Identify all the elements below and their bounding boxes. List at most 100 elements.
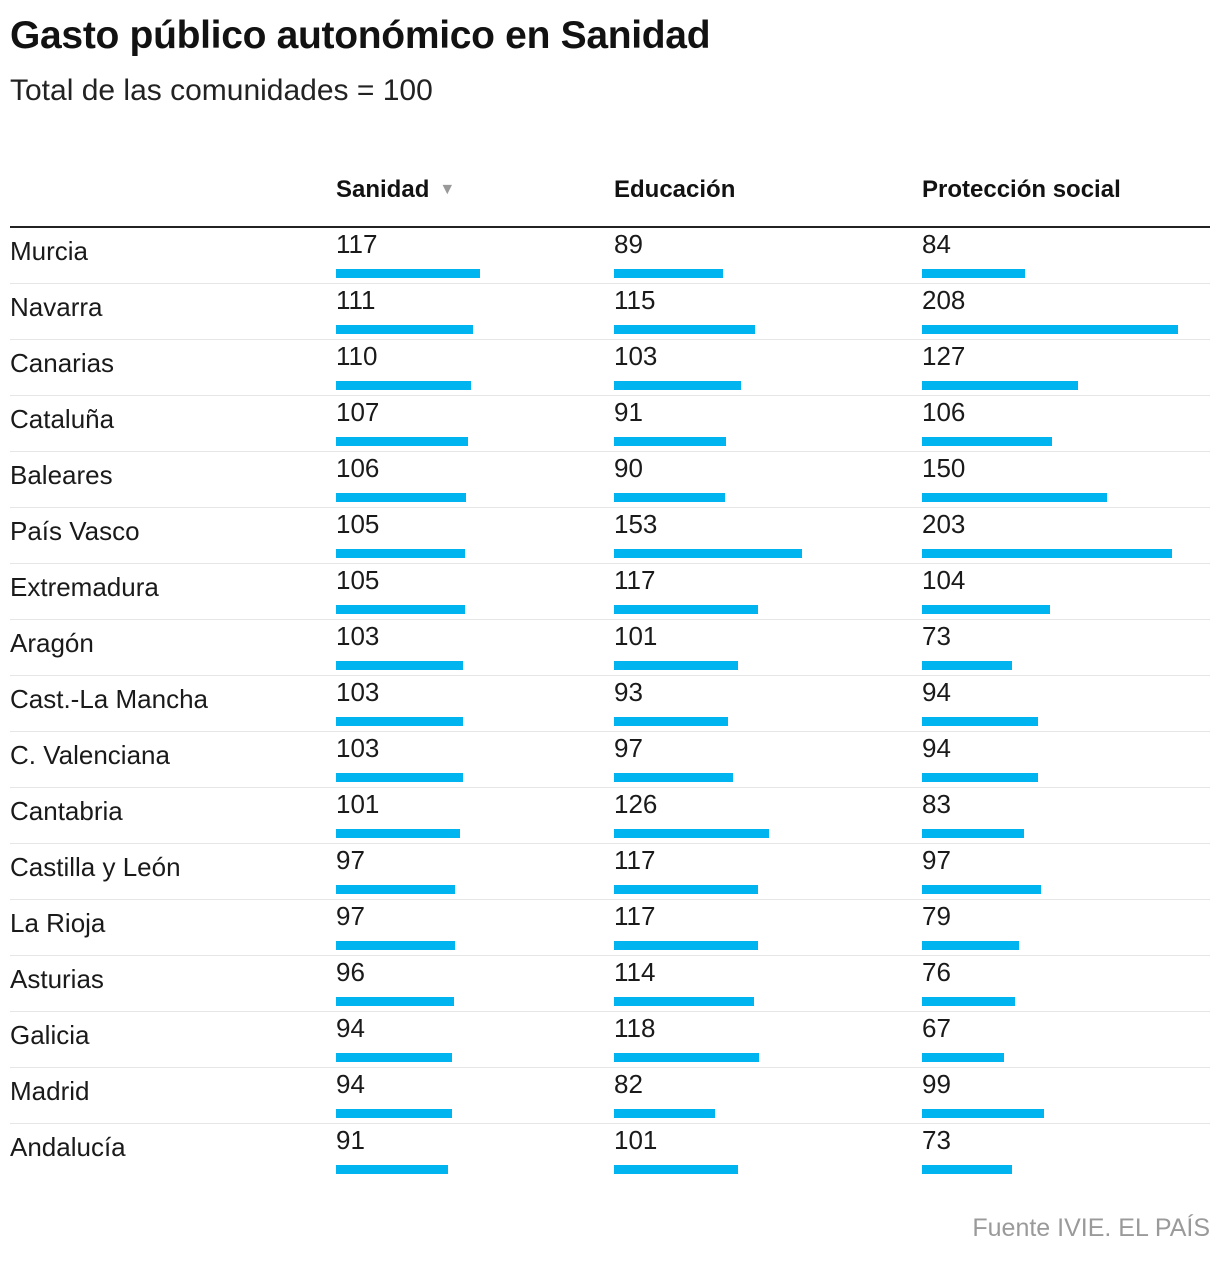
table-body: Murcia 117 89 84 Navarra 111 115 208 Canarias 110… bbox=[10, 228, 1210, 1179]
data-label: 103 bbox=[614, 341, 658, 371]
table-row: Navarra 111 115 208 bbox=[10, 284, 1210, 340]
data-label: 150 bbox=[922, 453, 966, 483]
region-label: Cast.-La Mancha bbox=[10, 684, 208, 714]
data-label: 111 bbox=[336, 285, 376, 315]
bar-proteccion-social bbox=[922, 941, 1019, 950]
table-row: Aragón 103 101 73 bbox=[10, 620, 1210, 676]
data-label: 117 bbox=[614, 845, 656, 875]
data-label: 93 bbox=[614, 677, 643, 707]
column-header-sanidad[interactable]: Sanidad ▼ bbox=[336, 176, 455, 204]
bar-educacion bbox=[614, 437, 726, 446]
data-table: Sanidad ▼ Educación Protección social Murci… bbox=[10, 168, 1210, 1179]
bar-educacion bbox=[614, 549, 802, 558]
bar-educacion bbox=[614, 1053, 759, 1062]
data-label: 106 bbox=[336, 453, 380, 483]
data-label: 105 bbox=[336, 509, 380, 539]
data-label: 73 bbox=[922, 621, 951, 651]
data-label: 115 bbox=[614, 285, 656, 315]
bar-educacion bbox=[614, 269, 723, 278]
data-label: 104 bbox=[922, 565, 966, 595]
bar-sanidad bbox=[336, 1053, 452, 1062]
bar-educacion bbox=[614, 885, 758, 894]
data-label: 97 bbox=[336, 901, 365, 931]
table-row: Canarias 110 103 127 bbox=[10, 340, 1210, 396]
region-label: Asturias bbox=[10, 964, 104, 994]
sort-descending-icon[interactable]: ▼ bbox=[439, 181, 456, 198]
table-row: Andalucía 91 101 73 bbox=[10, 1124, 1210, 1179]
region-label: Andalucía bbox=[10, 1132, 126, 1162]
region-label: Aragón bbox=[10, 628, 94, 658]
data-label: 97 bbox=[614, 733, 643, 763]
table-row: Cast.-La Mancha 103 93 94 bbox=[10, 676, 1210, 732]
bar-sanidad bbox=[336, 493, 466, 502]
data-label: 94 bbox=[336, 1013, 365, 1043]
region-label: Madrid bbox=[10, 1076, 90, 1106]
bar-educacion bbox=[614, 941, 758, 950]
column-header-educacion[interactable]: Educación bbox=[614, 176, 735, 204]
region-label: C. Valenciana bbox=[10, 740, 170, 770]
bar-proteccion-social bbox=[922, 437, 1052, 446]
bar-educacion bbox=[614, 325, 755, 334]
region-label: Extremadura bbox=[10, 572, 159, 602]
data-label: 73 bbox=[922, 1125, 951, 1155]
data-label: 153 bbox=[614, 509, 658, 539]
data-label: 127 bbox=[922, 341, 966, 371]
bar-proteccion-social bbox=[922, 1109, 1044, 1118]
bar-educacion bbox=[614, 493, 725, 502]
data-label: 89 bbox=[614, 229, 643, 259]
bar-sanidad bbox=[336, 381, 471, 390]
table-row: Murcia 117 89 84 bbox=[10, 228, 1210, 284]
bar-sanidad bbox=[336, 941, 455, 950]
bar-educacion bbox=[614, 997, 754, 1006]
chart-title: Gasto público autonómico en Sanidad bbox=[10, 14, 711, 57]
region-label: País Vasco bbox=[10, 516, 140, 546]
bar-educacion bbox=[614, 1165, 738, 1174]
data-label: 94 bbox=[336, 1069, 365, 1099]
table-row: Madrid 94 82 99 bbox=[10, 1068, 1210, 1124]
data-label: 126 bbox=[614, 789, 658, 819]
bar-sanidad bbox=[336, 605, 465, 614]
data-label: 208 bbox=[922, 285, 966, 315]
column-header-proteccion-social[interactable]: Protección social bbox=[922, 176, 1121, 204]
table-row: C. Valenciana 103 97 94 bbox=[10, 732, 1210, 788]
bar-proteccion-social bbox=[922, 661, 1012, 670]
data-label: 101 bbox=[336, 789, 380, 819]
bar-sanidad bbox=[336, 269, 480, 278]
data-label: 83 bbox=[922, 789, 951, 819]
column-header-label: Sanidad bbox=[336, 176, 430, 203]
region-label: Navarra bbox=[10, 292, 103, 322]
bar-sanidad bbox=[336, 437, 468, 446]
data-label: 117 bbox=[336, 229, 378, 259]
data-label: 67 bbox=[922, 1013, 951, 1043]
data-label: 76 bbox=[922, 957, 951, 987]
table-row: Galicia 94 118 67 bbox=[10, 1012, 1210, 1068]
data-label: 97 bbox=[336, 845, 365, 875]
bar-proteccion-social bbox=[922, 325, 1178, 334]
region-label: Murcia bbox=[10, 236, 89, 266]
data-label: 94 bbox=[922, 733, 951, 763]
table-row: Castilla y León 97 117 97 bbox=[10, 844, 1210, 900]
data-label: 103 bbox=[336, 677, 380, 707]
data-label: 110 bbox=[336, 341, 378, 371]
data-label: 103 bbox=[336, 621, 380, 651]
bar-sanidad bbox=[336, 1165, 448, 1174]
region-label: Cantabria bbox=[10, 796, 123, 826]
table-row: País Vasco 105 153 203 bbox=[10, 508, 1210, 564]
data-label: 84 bbox=[922, 229, 951, 259]
bar-sanidad bbox=[336, 885, 455, 894]
data-label: 114 bbox=[614, 957, 656, 987]
table-row: Extremadura 105 117 104 bbox=[10, 564, 1210, 620]
bar-proteccion-social bbox=[922, 829, 1024, 838]
bar-sanidad bbox=[336, 773, 463, 782]
bar-proteccion-social bbox=[922, 773, 1038, 782]
bar-educacion bbox=[614, 605, 758, 614]
region-label: Baleares bbox=[10, 460, 113, 490]
bar-educacion bbox=[614, 773, 733, 782]
data-label: 118 bbox=[614, 1013, 656, 1043]
region-label: La Rioja bbox=[10, 908, 106, 938]
bar-proteccion-social bbox=[922, 717, 1038, 726]
region-label: Canarias bbox=[10, 348, 115, 378]
bar-proteccion-social bbox=[922, 885, 1041, 894]
data-label: 91 bbox=[336, 1125, 365, 1155]
bar-sanidad bbox=[336, 717, 463, 726]
